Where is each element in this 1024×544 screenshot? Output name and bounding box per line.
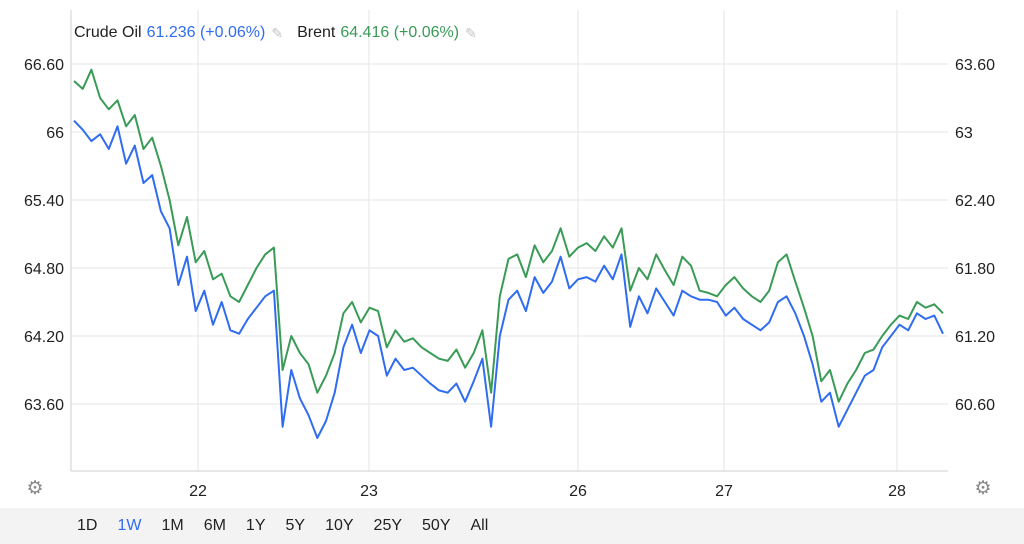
edit-pencil-icon[interactable]: ✎	[465, 24, 477, 41]
right-tick-label: 62.40	[955, 193, 995, 210]
legend-value: 61.236 (+0.06%)	[146, 24, 266, 41]
right-tick-label: 63	[955, 125, 973, 142]
left-tick-label: 65.40	[24, 193, 64, 210]
range-button-10y[interactable]: 10Y	[325, 517, 354, 534]
x-tick-label: 26	[569, 483, 587, 500]
left-tick-label: 66	[46, 125, 64, 142]
legend-name: Brent	[297, 24, 336, 41]
left-tick-label: 64.80	[24, 261, 64, 278]
range-button-all[interactable]: All	[470, 517, 489, 534]
range-button-1m[interactable]: 1M	[161, 517, 184, 534]
right-tick-label: 61.80	[955, 261, 995, 278]
legend-value: 64.416 (+0.06%)	[340, 24, 460, 41]
range-button-5y[interactable]: 5Y	[285, 517, 306, 534]
left-axis-tick-labels: 66.60 66 65.40 64.80 64.20 63.60	[24, 57, 64, 414]
left-tick-label: 66.60	[24, 57, 64, 74]
left-tick-label: 64.20	[24, 329, 64, 346]
chart-legend: Crude Oil 61.236 (+0.06%) ✎ Brent 64.416…	[74, 22, 491, 44]
right-axis-tick-labels: 63.60 63 62.40 61.80 61.20 60.60	[955, 57, 995, 414]
left-settings-gear-icon[interactable]: ⚙	[26, 478, 44, 499]
x-axis-tick-labels: 22 23 26 27 28	[189, 483, 906, 500]
x-tick-label: 27	[715, 483, 733, 500]
series-line-brent	[73, 68, 944, 403]
range-button-1w[interactable]: 1W	[117, 517, 142, 534]
range-button-1y[interactable]: 1Y	[245, 517, 266, 534]
vertical-gridlines	[197, 10, 898, 471]
right-tick-label: 63.60	[955, 57, 995, 74]
left-tick-label: 63.60	[24, 397, 64, 414]
edit-pencil-icon[interactable]: ✎	[271, 24, 284, 41]
time-range-selector: 1D 1W 1M 6M 1Y 5Y 10Y 25Y 50Y All	[0, 508, 1024, 544]
legend-item-brent[interactable]: Brent 64.416 (+0.06%) ✎	[297, 24, 477, 42]
range-button-25y[interactable]: 25Y	[373, 517, 403, 534]
horizontal-gridlines	[71, 63, 948, 405]
series-lines	[73, 68, 944, 439]
right-settings-gear-icon[interactable]: ⚙	[974, 478, 992, 499]
x-tick-label: 28	[888, 483, 906, 500]
right-tick-label: 60.60	[955, 397, 995, 414]
x-tick-label: 22	[189, 483, 207, 500]
right-tick-label: 61.20	[955, 329, 995, 346]
x-tick-label: 23	[360, 483, 378, 500]
range-button-1d[interactable]: 1D	[77, 517, 98, 534]
legend-name: Crude Oil	[74, 24, 142, 41]
price-chart: 66.60 66 65.40 64.80 64.20 63.60 63.60 63 62.40…	[24, 10, 995, 500]
range-button-50y[interactable]: 50Y	[422, 517, 451, 534]
series-line-crude-oil	[73, 120, 944, 439]
range-button-6m[interactable]: 6M	[203, 517, 226, 534]
legend-item-crude-oil[interactable]: Crude Oil 61.236 (+0.06%) ✎	[74, 24, 283, 42]
